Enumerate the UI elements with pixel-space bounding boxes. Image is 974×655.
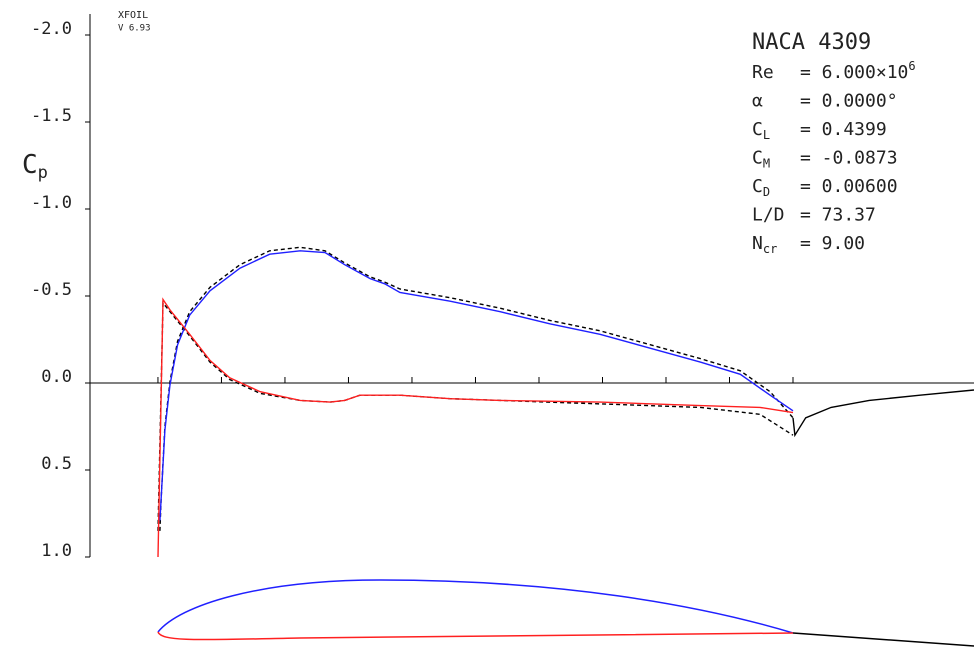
y-tick-label: 1.0 xyxy=(41,541,72,561)
info-line: Ncr = 9.00 xyxy=(752,233,865,256)
info-value: = 9.00 xyxy=(800,233,865,254)
info-name: α xyxy=(752,91,763,112)
y-tick-label: -0.5 xyxy=(31,280,72,300)
info-subscript: D xyxy=(763,185,770,199)
info-line: CM = -0.0873 xyxy=(752,148,898,171)
cp-line xyxy=(159,250,794,521)
y-axis-label: Cp xyxy=(22,150,48,184)
info-subscript: cr xyxy=(763,242,777,256)
info-value: = 0.4399 xyxy=(800,119,887,140)
info-line: L/D = 73.37 xyxy=(752,205,876,226)
cp-line xyxy=(157,301,794,531)
airfoil-upper xyxy=(157,579,794,634)
info-name: C xyxy=(752,119,763,140)
info-line: α = 0.0000° xyxy=(752,91,898,112)
y-tick-label: -1.0 xyxy=(31,193,72,213)
y-axis-label-sub: p xyxy=(38,163,48,183)
info-value: = 6.000×10 xyxy=(800,62,908,83)
y-axis-label-main: C xyxy=(22,150,38,180)
info-name: L/D xyxy=(752,205,785,226)
airfoil-wake xyxy=(792,632,974,647)
info-name: C xyxy=(752,176,763,197)
info-line: CD = 0.00600 xyxy=(752,176,898,199)
info-subscript: M xyxy=(763,156,770,170)
chart-title: NACA 4309 xyxy=(752,30,871,55)
cp-line xyxy=(157,297,794,558)
info-value: = 0.0000° xyxy=(800,91,898,112)
program-version: V 6.93 xyxy=(118,24,151,34)
info-superscript: 6 xyxy=(908,59,915,73)
info-name: C xyxy=(752,148,763,169)
info-line: CL = 0.4399 xyxy=(752,119,887,142)
airfoil-shape xyxy=(157,579,974,647)
y-tick-label: -2.0 xyxy=(31,19,72,39)
info-line: Re = 6.000×106 xyxy=(752,59,916,84)
y-tick-label: 0.5 xyxy=(41,454,72,474)
y-tick-label: -1.5 xyxy=(31,106,72,126)
y-tick-label: 0.0 xyxy=(41,367,72,387)
info-name: N xyxy=(752,233,763,254)
info-name: Re xyxy=(752,62,774,83)
program-name: XFOIL xyxy=(118,10,148,21)
info-value: = 73.37 xyxy=(800,205,876,226)
cp-line xyxy=(792,389,974,438)
info-subscript: L xyxy=(763,128,770,142)
info-value: = -0.0873 xyxy=(800,148,898,169)
info-value: = 0.00600 xyxy=(800,176,898,197)
airfoil-lower xyxy=(157,631,794,641)
